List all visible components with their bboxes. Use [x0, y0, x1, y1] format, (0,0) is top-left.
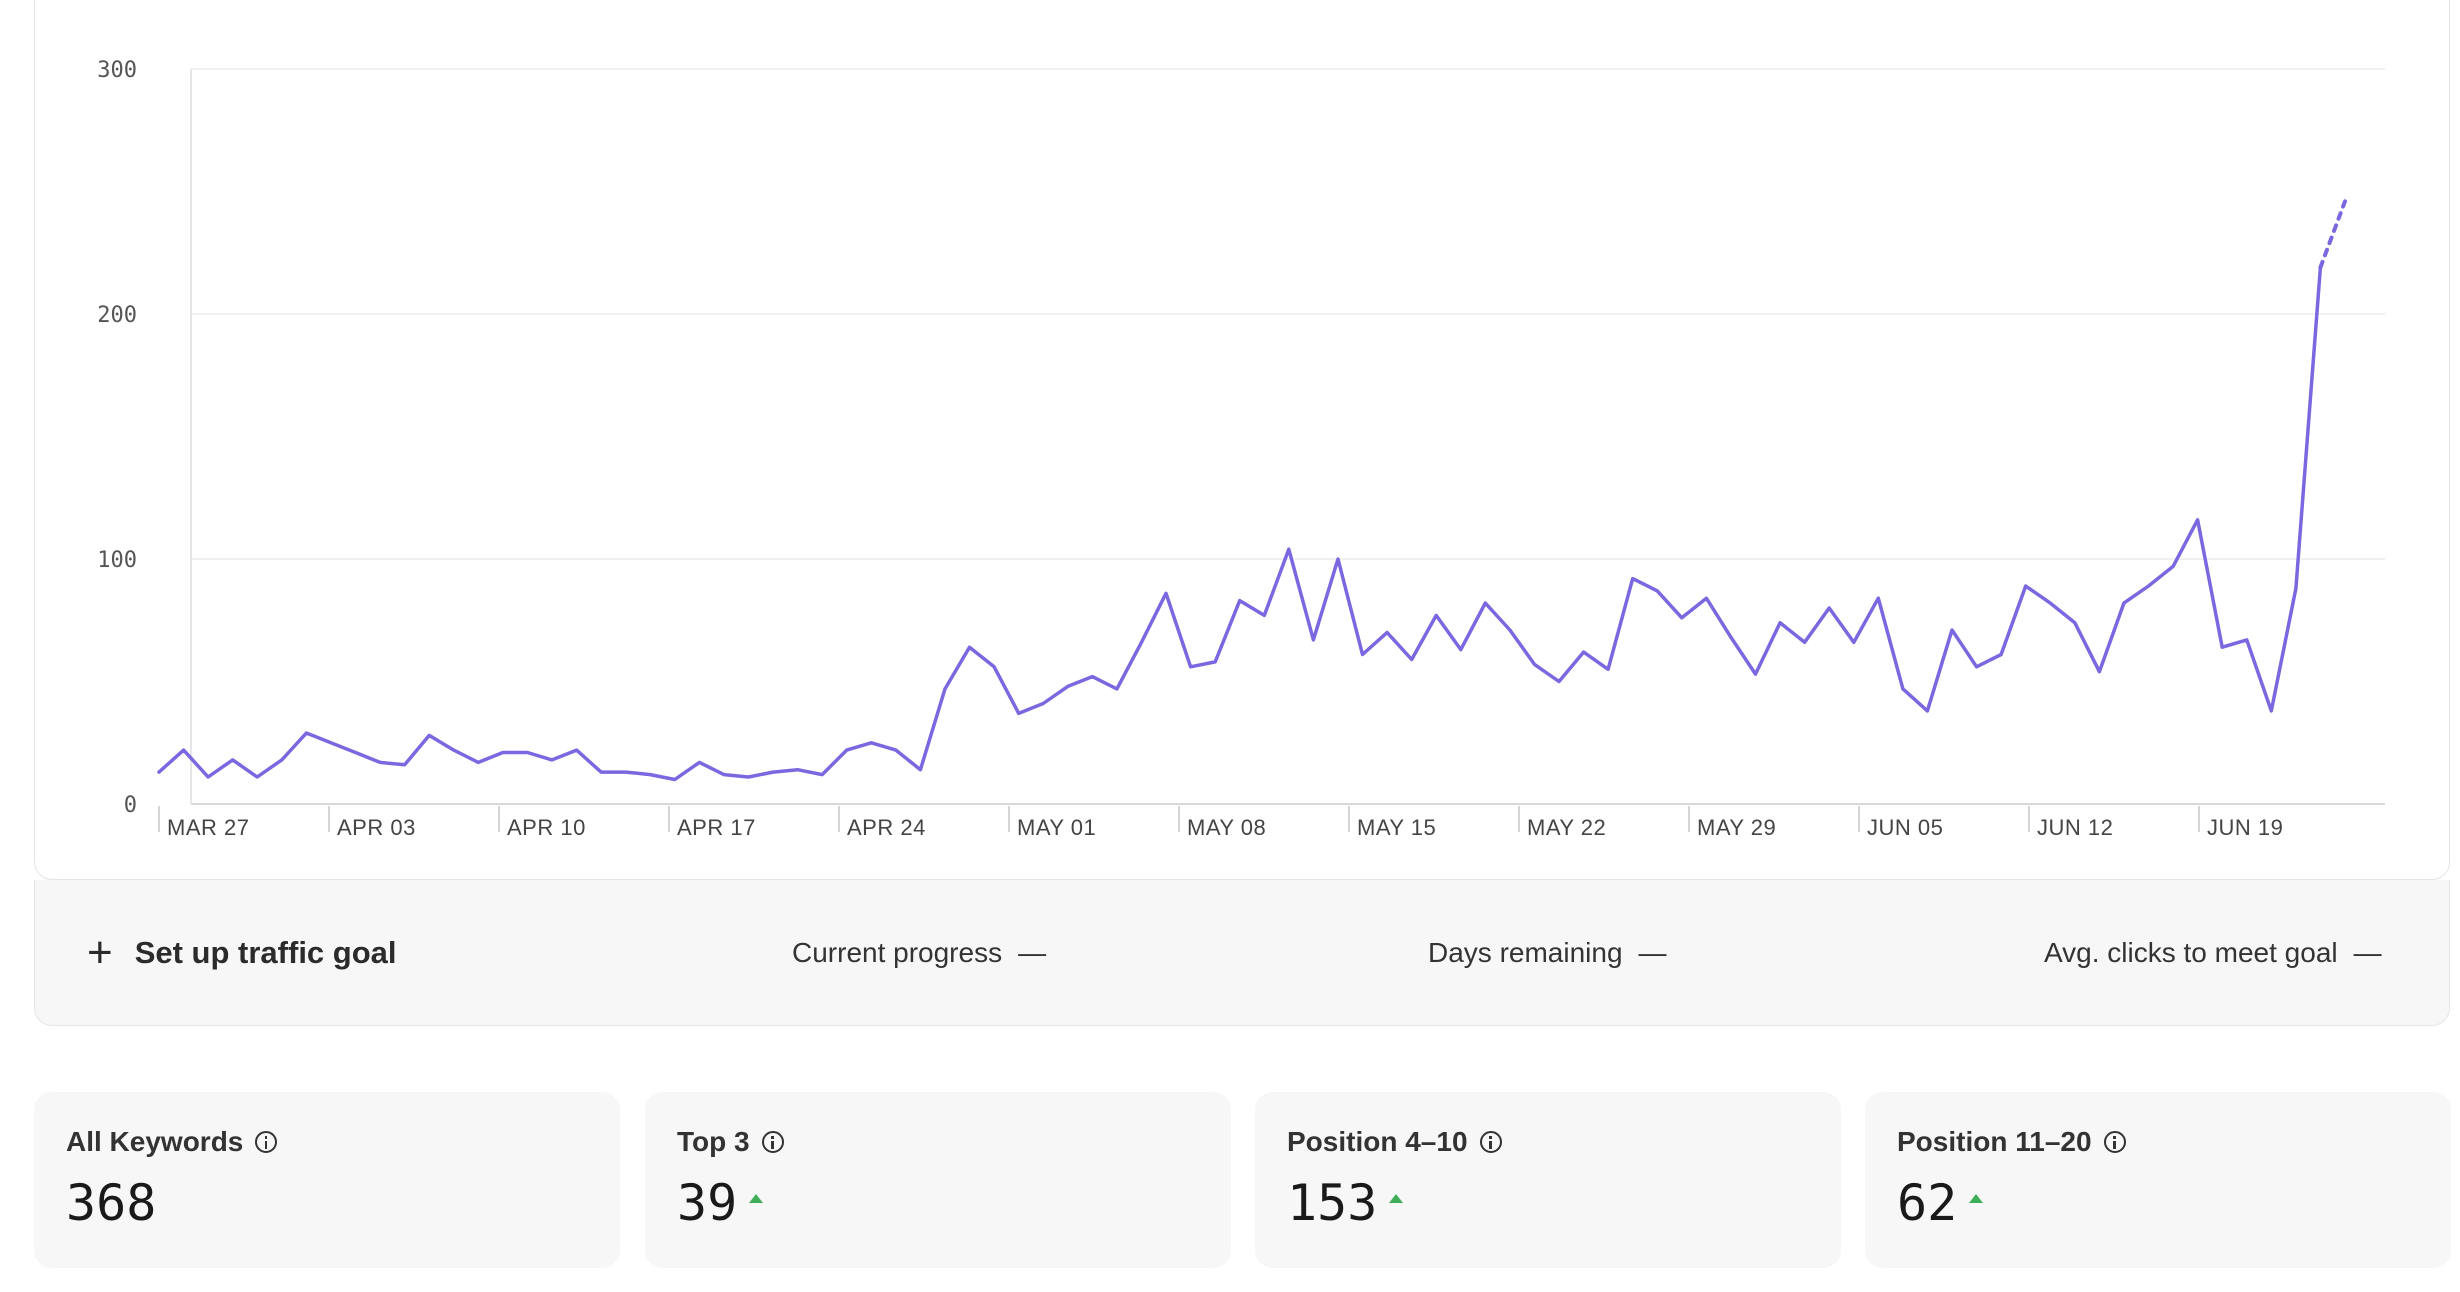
x-tick-label: APR 03	[337, 815, 416, 840]
current-progress-label: Current progress	[792, 937, 1003, 968]
series-line	[157, 265, 2323, 782]
info-icon[interactable]	[2103, 1131, 2126, 1153]
avg-clicks-stat: Avg. clicks to meet goal —	[2044, 880, 2382, 1026]
trend-up-icon	[1389, 1193, 1404, 1203]
days-remaining-label: Days remaining	[1428, 937, 1623, 968]
traffic-line-chart: 0 100 200 300 MAR 27 APR 03 APR 10 APR 17 APR 24…	[97, 58, 2385, 840]
traffic-goal-bar: + Set up traffic goal Current progress —…	[34, 880, 2450, 1026]
kpi-title: All Keywords	[66, 1126, 244, 1157]
x-tick-label: MAY 29	[1697, 815, 1776, 840]
projected-line	[2318, 199, 2347, 270]
x-tick-label: APR 17	[677, 815, 756, 840]
days-remaining-value: —	[1638, 937, 1667, 968]
kpi-value: 153	[1287, 1174, 1378, 1232]
y-tick-label: 200	[97, 303, 137, 328]
kpi-card-position-4-10[interactable]: Position 4–10 153	[1255, 1092, 1841, 1268]
x-tick-label: JUN 19	[2207, 815, 2283, 840]
y-tick-label: 300	[97, 58, 137, 83]
kpi-value: 368	[66, 1174, 157, 1232]
info-icon[interactable]	[255, 1131, 278, 1153]
x-tick-label: MAY 15	[1357, 815, 1436, 840]
x-tick-label: MAY 22	[1527, 815, 1606, 840]
kpi-title: Position 11–20	[1897, 1126, 2092, 1157]
kpi-value: 39	[677, 1174, 738, 1232]
x-tick-label: MAY 08	[1187, 815, 1266, 840]
x-tick-label: APR 10	[507, 815, 586, 840]
x-tick-label: MAY 01	[1017, 815, 1096, 840]
trend-up-icon	[749, 1193, 764, 1203]
setup-traffic-goal-button[interactable]: + Set up traffic goal	[87, 880, 397, 1026]
x-tick-label: APR 24	[847, 815, 926, 840]
y-tick-label: 100	[97, 548, 137, 573]
x-tick-label: MAR 27	[167, 815, 249, 840]
traffic-chart-card: 0 100 200 300 MAR 27 APR 03 APR 10 APR 17 APR 24…	[34, 0, 2450, 880]
kpi-title: Position 4–10	[1287, 1126, 1468, 1157]
current-progress-stat: Current progress —	[792, 880, 1046, 1026]
trend-up-icon	[1969, 1193, 1984, 1203]
setup-traffic-goal-label: Set up traffic goal	[134, 935, 397, 970]
x-tick-label: JUN 12	[2037, 815, 2113, 840]
y-tick-label: 0	[124, 793, 137, 818]
plus-icon: +	[87, 928, 113, 977]
kpi-value: 62	[1897, 1174, 1958, 1232]
days-remaining-stat: Days remaining —	[1428, 880, 1667, 1026]
info-icon[interactable]	[1479, 1131, 1502, 1153]
current-progress-value: —	[1018, 937, 1047, 968]
kpi-card-top-3[interactable]: Top 3 39	[645, 1092, 1231, 1268]
avg-clicks-label: Avg. clicks to meet goal	[2044, 937, 2338, 968]
kpi-card-position-11-20[interactable]: Position 11–20 62	[1865, 1092, 2451, 1268]
info-icon[interactable]	[761, 1131, 784, 1153]
kpi-title: Top 3	[677, 1126, 750, 1157]
avg-clicks-value: —	[2353, 937, 2382, 968]
kpi-card-all-keywords[interactable]: All Keywords 368	[34, 1092, 620, 1268]
x-tick-label: JUN 05	[1867, 815, 1943, 840]
